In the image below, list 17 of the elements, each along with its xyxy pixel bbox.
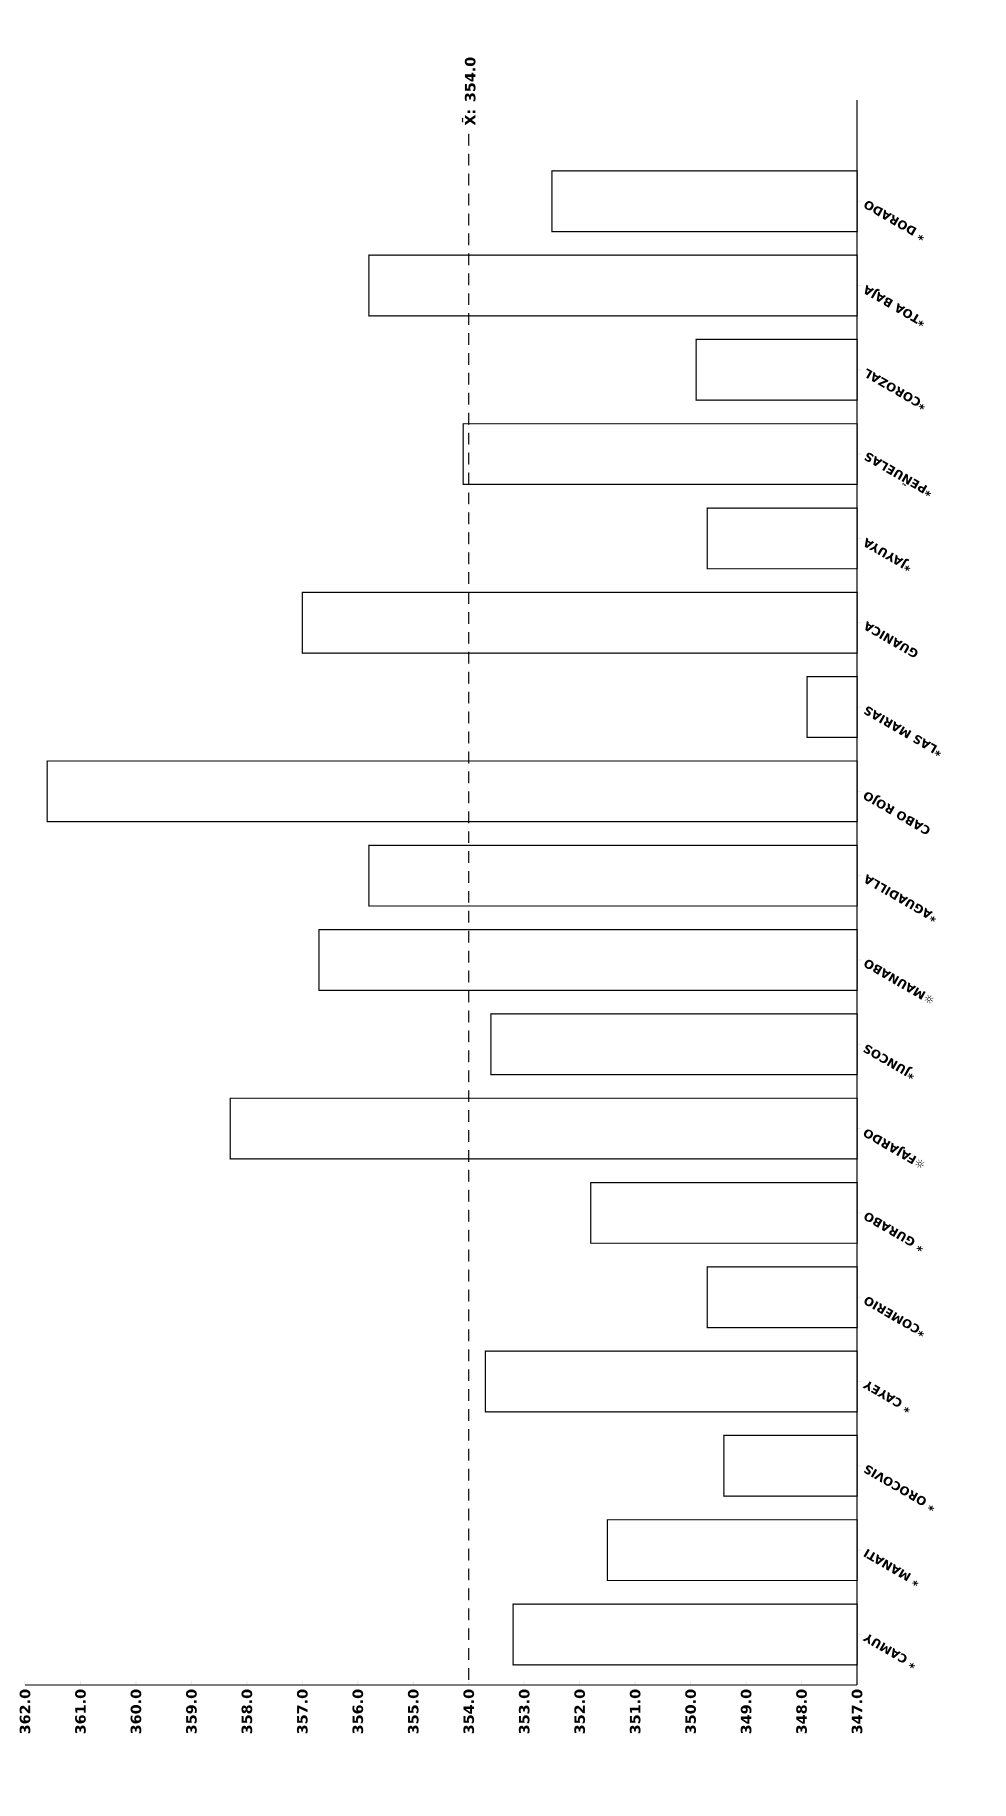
x-tick-label: 349.0 <box>740 1689 752 1734</box>
ref-line-label: X̄: 354.0 <box>461 57 476 126</box>
x-tick-label: 353.0 <box>518 1689 530 1734</box>
x-tick-label: 357.0 <box>296 1689 308 1734</box>
x-tick-label: 356.0 <box>352 1689 364 1734</box>
x-tick-label: 351.0 <box>629 1689 641 1734</box>
x-tick-label: 358.0 <box>241 1689 253 1734</box>
x-tick-label: 359.0 <box>185 1689 197 1734</box>
x-tick-label: 352.0 <box>574 1689 586 1734</box>
x-tick-label: 360.0 <box>130 1689 142 1734</box>
x-tick-label: 362.0 <box>19 1689 31 1734</box>
x-tick-label: 348.0 <box>796 1689 807 1734</box>
x-tick-label: 355.0 <box>407 1689 419 1734</box>
x-tick-label: 361.0 <box>75 1689 86 1734</box>
x-tick-label: 354.0 <box>463 1689 475 1734</box>
x-tick-label: 347.0 <box>851 1689 863 1734</box>
x-tick-label: 350.0 <box>685 1689 697 1734</box>
